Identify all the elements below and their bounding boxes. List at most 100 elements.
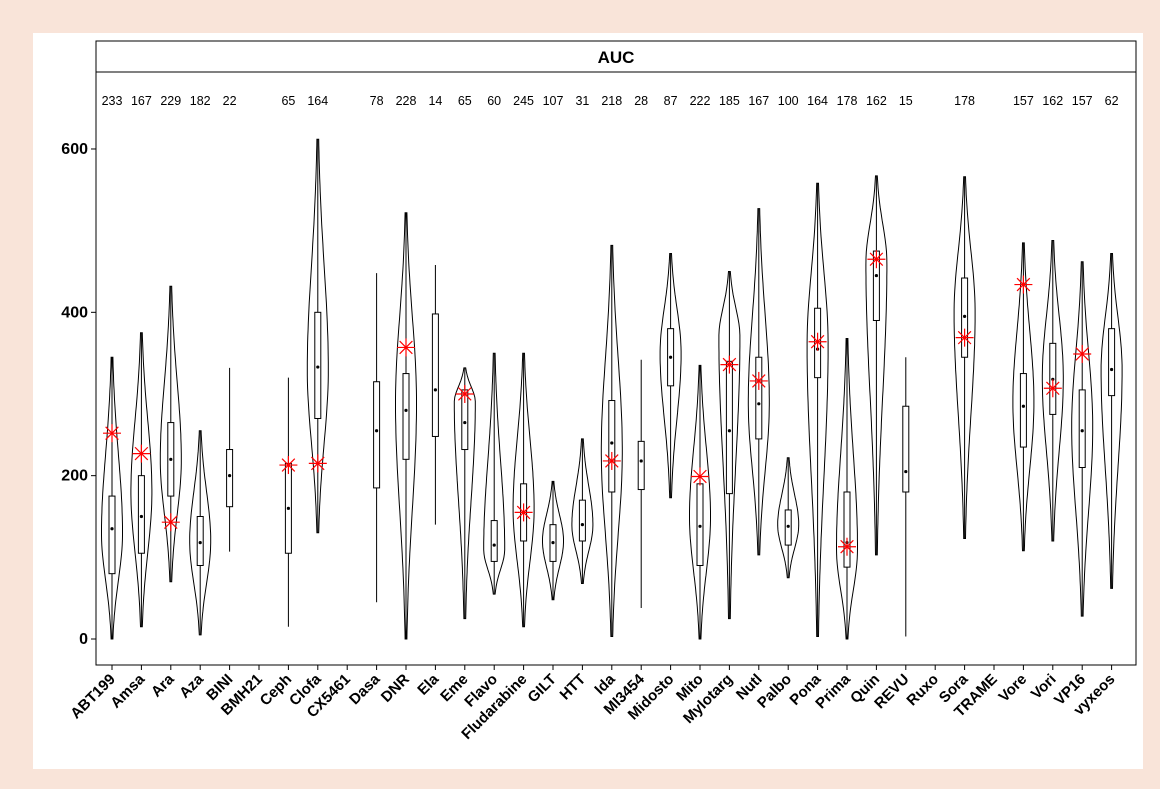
- violin-shape: [159, 285, 182, 583]
- marker-layer: [103, 250, 1092, 556]
- box: [578, 499, 586, 542]
- sample-count: 245: [513, 94, 534, 108]
- red-asterisk-marker: [308, 454, 327, 473]
- median-dot: [669, 355, 673, 359]
- sample-count: 14: [428, 94, 442, 108]
- violin-shape: [1100, 253, 1123, 589]
- violin-shape: [865, 175, 888, 556]
- median-dot: [1080, 429, 1084, 433]
- violin-shape: [1041, 240, 1064, 542]
- plot-panel: [95, 71, 1137, 666]
- median-dot: [492, 543, 496, 547]
- median-dot: [580, 523, 585, 527]
- box: [637, 440, 645, 491]
- red-asterisk-marker: [1014, 275, 1033, 294]
- box: [1078, 389, 1086, 468]
- box: [137, 475, 145, 554]
- median-dot: [1021, 404, 1025, 408]
- violin-layer: [101, 138, 1123, 640]
- red-asterisk-marker: [749, 371, 768, 390]
- red-asterisk-marker: [838, 537, 856, 556]
- x-tick-label: GILT: [524, 671, 559, 706]
- box: [608, 400, 616, 493]
- sample-count: 167: [748, 94, 769, 108]
- x-tick-label: Amsa: [107, 670, 148, 711]
- asterisk-stroke: [1016, 277, 1031, 292]
- asterisk-stroke: [1075, 347, 1089, 361]
- asterisk-stroke: [311, 456, 325, 471]
- asterisk-stroke: [693, 469, 707, 484]
- median-dot: [727, 429, 732, 433]
- median-dot: [1110, 367, 1114, 372]
- violin-shape: [395, 212, 417, 640]
- red-asterisk-marker: [279, 456, 298, 475]
- violin-shape: [718, 271, 741, 620]
- x-tick-label: HTT: [557, 671, 590, 704]
- median-dot: [404, 408, 408, 412]
- sample-count: 60: [487, 94, 501, 108]
- x-tick-label: Ceph: [257, 671, 296, 710]
- violin-shape: [777, 457, 800, 579]
- sample-count: 65: [458, 94, 472, 108]
- asterisk-stroke: [164, 515, 178, 530]
- sample-count: 164: [807, 94, 828, 108]
- red-asterisk-marker: [514, 503, 533, 522]
- median-dot: [463, 420, 467, 425]
- median-dot: [874, 273, 879, 278]
- violin-shape: [1071, 261, 1094, 617]
- red-asterisk-marker: [955, 328, 974, 347]
- median-dot: [786, 524, 790, 528]
- red-asterisk-marker: [808, 332, 827, 351]
- asterisk-stroke: [1046, 381, 1060, 396]
- median-dot: [286, 506, 290, 510]
- asterisk-stroke: [105, 426, 119, 440]
- median-dot: [433, 388, 437, 392]
- box: [431, 313, 439, 437]
- red-asterisk-marker: [161, 513, 180, 532]
- asterisk-stroke: [605, 454, 619, 468]
- box: [902, 405, 910, 493]
- box: [196, 515, 204, 566]
- sample-count: 78: [370, 94, 384, 108]
- box: [843, 491, 851, 568]
- x-tick-label: Dasa: [346, 670, 384, 708]
- violin-shape: [189, 430, 212, 636]
- violin-shape: [542, 480, 564, 601]
- red-asterisk-marker: [132, 444, 151, 463]
- violin-shape: [571, 438, 594, 584]
- median-dot: [963, 314, 967, 319]
- sample-count: 218: [601, 94, 622, 108]
- sample-count: 167: [131, 94, 152, 108]
- sample-count: 157: [1013, 94, 1034, 108]
- sample-count: 87: [664, 94, 678, 108]
- sample-count: 178: [954, 94, 975, 108]
- median-dot: [551, 541, 555, 545]
- x-tick-label: Ruxo: [903, 671, 942, 710]
- sample-count: 229: [160, 94, 181, 108]
- box: [755, 356, 763, 440]
- x-tick-label: DNR: [378, 671, 413, 706]
- violin-shape: [101, 356, 123, 640]
- figure-frame: AUC 233 167 229 182 22 65 164 78 228 14 65 60 245 107…: [33, 33, 1143, 769]
- sample-count: 31: [575, 94, 589, 108]
- box: [226, 449, 234, 508]
- box: [725, 360, 733, 495]
- sample-count: 164: [307, 94, 328, 108]
- sample-count: 222: [690, 94, 711, 108]
- asterisk-stroke: [810, 334, 825, 349]
- violin-shape: [659, 253, 682, 499]
- violin-shape: [806, 182, 829, 637]
- sample-count: 157: [1072, 94, 1093, 108]
- red-asterisk-marker: [602, 451, 621, 470]
- violin-shape: [1012, 242, 1035, 552]
- box: [696, 483, 704, 566]
- y-tick-label: 400: [61, 304, 88, 321]
- median-dot: [169, 457, 173, 461]
- x-tick-label: Ara: [148, 670, 178, 700]
- sample-count: 62: [1105, 94, 1119, 108]
- sample-count-row: 233 167 229 182 22 65 164 78 228 14 65 60 245 107 31 21…: [102, 94, 1119, 108]
- sample-count: 28: [634, 94, 648, 108]
- asterisk-stroke: [516, 505, 531, 520]
- sample-count: 15: [899, 94, 913, 108]
